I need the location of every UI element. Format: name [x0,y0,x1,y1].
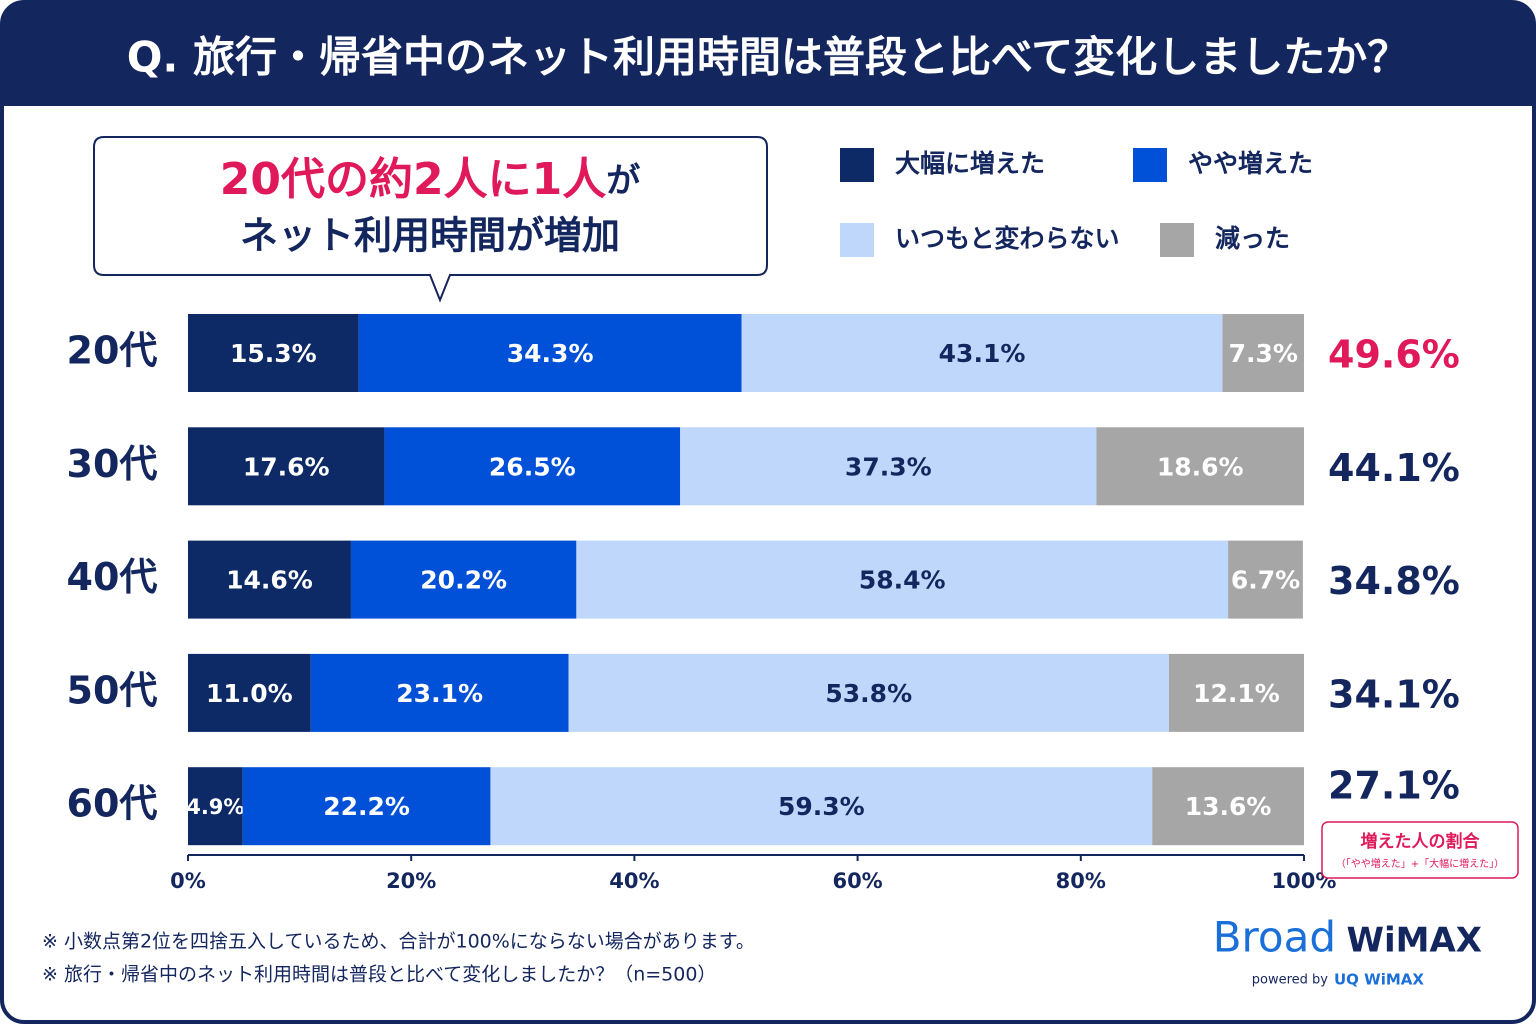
value-label: 53.8% [825,679,912,708]
legend-swatch [1160,223,1194,257]
y-tick-label: 60代 [67,782,158,826]
callout-rest: が [606,161,640,201]
total-label: 34.8% [1328,559,1460,603]
value-label: 7.3% [1229,339,1298,368]
value-label: 6.7% [1231,566,1300,595]
y-tick-label: 20代 [67,329,158,373]
callout-box [93,136,768,303]
value-label: 59.3% [778,792,865,821]
x-tick-label: 40% [609,869,659,893]
bar-segment [188,767,243,846]
logo-wimax: WiMAX [1346,921,1482,961]
totals-box [1321,821,1519,879]
legend-label: いつもと変わらない [895,224,1120,253]
legend-label: 大幅に増えた [895,149,1045,178]
y-tick-label: 40代 [67,555,158,599]
bar-segment [490,767,1153,846]
value-label: 43.1% [939,339,1026,368]
bar-segment [1168,653,1304,732]
legend-label: 減った [1215,224,1290,253]
bar-segment [188,314,359,392]
callout-line2: ネット利用時間が増加 [240,214,620,258]
total-label: 27.1% [1328,764,1460,808]
value-label: 18.6% [1157,452,1244,481]
value-label: 37.3% [845,452,932,481]
value-label: 58.4% [859,566,946,595]
bar-segment [242,767,491,846]
x-tick-label: 60% [832,869,882,893]
x-tick-label: 20% [386,869,436,893]
chart-title: Q. 旅行・帰省中のネット利用時間は普段と比べて変化しましたか？ [127,33,1410,82]
callout-line1: 20代の約2人に1人が [220,154,640,205]
bar-segment [680,427,1097,506]
value-label: 26.5% [489,452,576,481]
value-label: 17.6% [243,452,330,481]
bar-segment [576,540,1229,619]
header-band [2,2,1534,106]
value-label: 22.2% [323,792,410,821]
total-label: 49.6% [1328,333,1460,377]
bar-segment [188,653,311,732]
value-label: 14.6% [226,566,313,595]
logo-uq: UQ WiMAX [1334,971,1424,989]
value-label: 34.3% [507,339,594,368]
y-tick-label: 30代 [67,442,158,486]
legend-swatch [840,223,874,257]
bar-segment [310,653,569,732]
y-tick-label: 50代 [67,668,158,712]
bar-segment [1228,540,1303,619]
legend-swatch [1133,148,1167,182]
bar-segment [350,540,577,619]
x-tick-label: 80% [1056,869,1106,893]
bar-segment [1152,767,1304,846]
logo-powered: powered by [1252,973,1329,988]
value-label: 4.9% [186,795,244,819]
legend-label: やや増えた [1188,149,1313,178]
x-tick-label: 0% [170,869,206,893]
bar-segment [384,427,681,506]
bar-segment [741,314,1223,392]
value-label: 12.1% [1193,679,1280,708]
bar-segment [358,314,742,392]
total-label: 34.1% [1328,672,1460,716]
total-label: 44.1% [1328,446,1460,490]
value-label: 15.3% [230,339,317,368]
bar-segment [1222,314,1304,392]
value-label: 23.1% [396,679,483,708]
logo-broad: Broad [1213,913,1336,962]
value-label: 11.0% [206,679,293,708]
legend-swatch [840,148,874,182]
bar-segment [568,653,1169,732]
bar-segment [1096,427,1304,506]
bar-segment [188,427,385,506]
value-label: 20.2% [420,566,507,595]
bar-segment [188,540,351,619]
callout-highlight: 20代の約2人に1人 [220,154,606,205]
totals-note: （「やや増えた」+「大幅に増えた」） [1336,857,1504,870]
totals-title: 増えた人の割合 [1361,831,1481,852]
footnote: ※ 旅行・帰省中のネット利用時間は普段と比べて変化しましたか？（n=500） [42,964,716,986]
footnote: ※ 小数点第2位を四捨五入しているため、合計が100%にならない場合があります。 [42,931,755,953]
value-label: 13.6% [1185,792,1272,821]
